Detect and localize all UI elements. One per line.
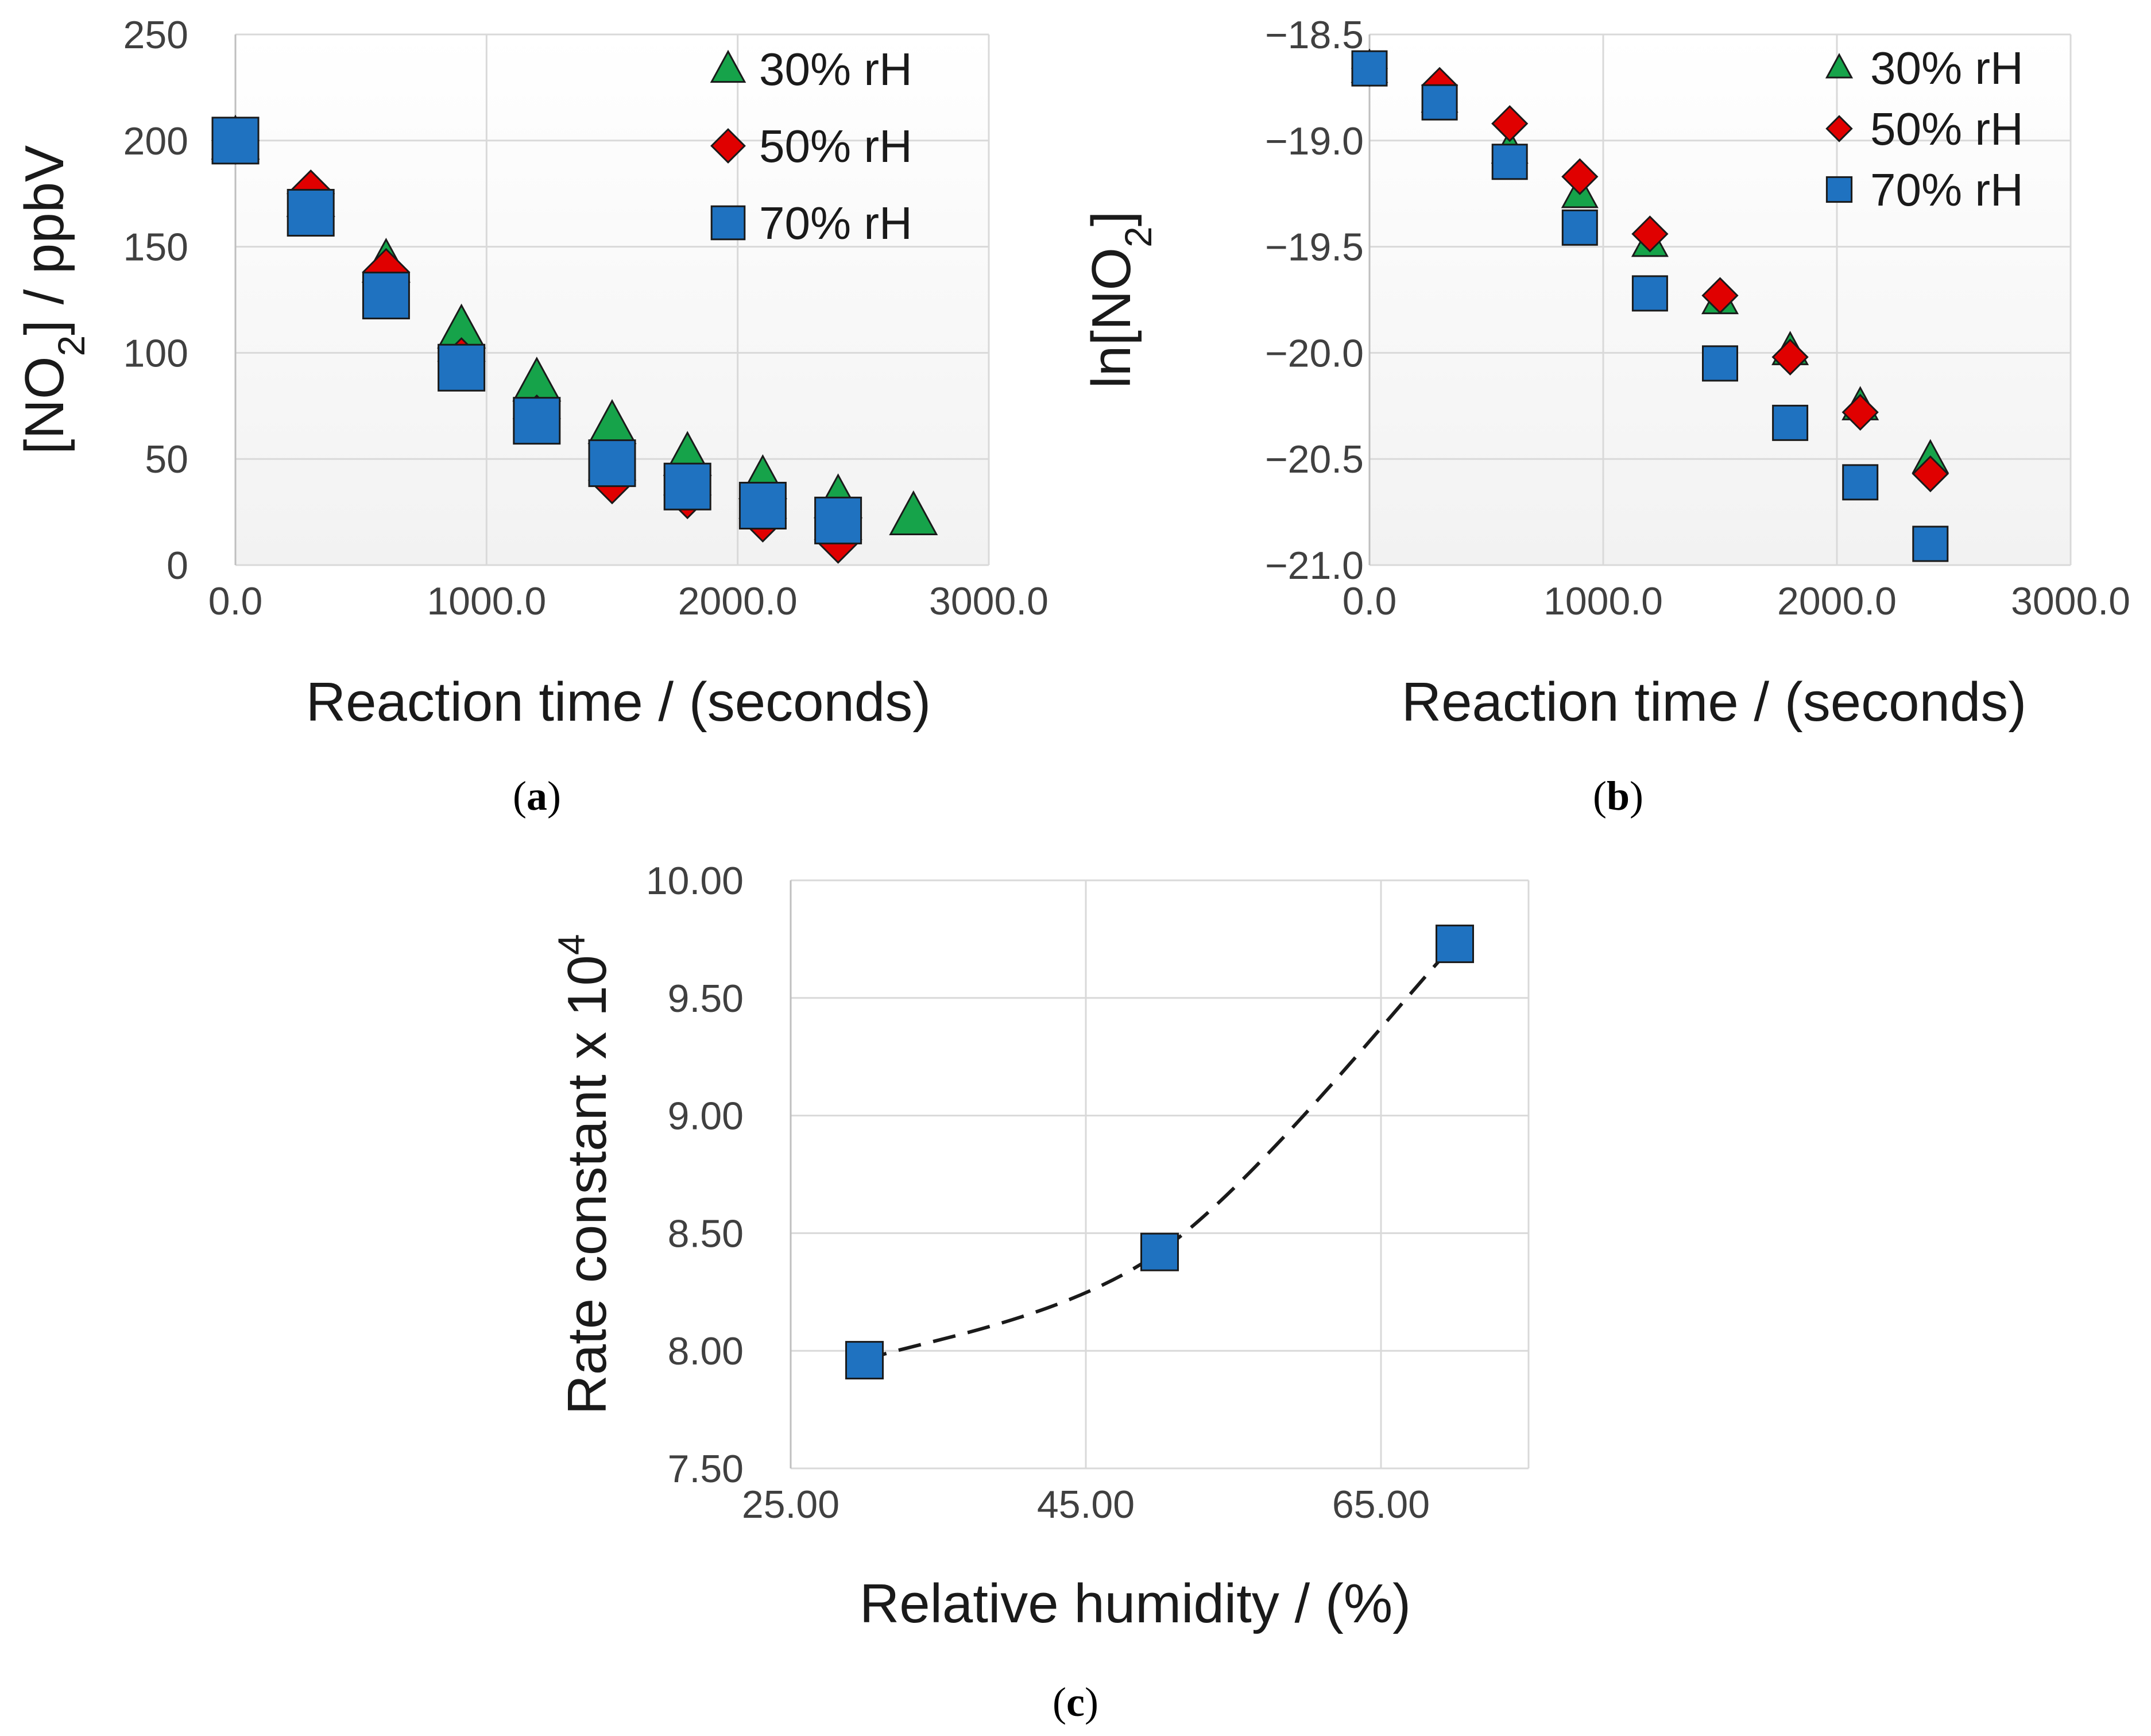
legend-label: 30% rH (1870, 42, 2024, 94)
y-tick-label: −19.0 (1265, 119, 1364, 163)
panel-label-c: (c) (1053, 1679, 1098, 1725)
x-tick-label: 45.00 (1037, 1483, 1135, 1526)
x-tick-label: 1000.0 (427, 579, 546, 623)
legend-marker (710, 128, 746, 164)
y-tick-label: 7.50 (668, 1447, 744, 1491)
data-point (845, 1341, 884, 1380)
legend-label: 50% rH (759, 121, 912, 172)
data-point (1140, 1232, 1179, 1271)
y-tick-label: 8.00 (668, 1329, 744, 1373)
data-point-70-rh (1561, 209, 1598, 246)
y-tick-label: 9.50 (668, 977, 744, 1020)
y-tick-label: −20.5 (1265, 438, 1364, 481)
data-point-70-rh (513, 397, 561, 445)
x-tick-label: 0.0 (208, 579, 263, 623)
y-tick-label: 50 (145, 438, 188, 481)
data-point-70-rh (588, 439, 636, 488)
panel-label-a: (a) (513, 773, 561, 819)
data-point-70-rh (1631, 275, 1668, 312)
x-tick-label: 3000.0 (2011, 579, 2130, 623)
y-axis-title: [NO2] / ppbV (14, 145, 92, 454)
x-tick-label: 3000.0 (929, 579, 1049, 623)
x-tick-label: 2000.0 (1777, 579, 1897, 623)
x-tick-label: 1000.0 (1543, 579, 1663, 623)
y-tick-label: 200 (123, 119, 188, 163)
y-tick-label: 9.00 (668, 1095, 744, 1138)
y-axis-title: ln[NO2] (1081, 211, 1159, 389)
data-point-50-rh (1771, 338, 1809, 376)
legend-marker (710, 205, 746, 241)
x-axis-title: Reaction time / (seconds) (1402, 671, 2026, 733)
x-tick-label: 2000.0 (678, 579, 798, 623)
y-tick-label: −20.0 (1265, 331, 1364, 375)
data-point-70-rh (1912, 525, 1949, 562)
x-tick-label: 0.0 (1343, 579, 1397, 623)
legend-label: 70% rH (1870, 164, 2024, 215)
data-point-70-rh (663, 462, 711, 511)
data-point-50-rh (1912, 455, 1949, 493)
y-axis-title: Rate constant x 104 (550, 934, 618, 1414)
data-point-70-rh (1702, 345, 1738, 382)
data-point (1436, 925, 1474, 964)
data-point-70-rh (814, 496, 862, 544)
data-point-70-rh (287, 188, 335, 237)
y-tick-label: −19.5 (1265, 226, 1364, 269)
legend-marker (1825, 53, 1854, 79)
legend-marker (1825, 115, 1853, 142)
x-axis-title: Reaction time / (seconds) (306, 671, 931, 733)
data-point-50-rh (1491, 105, 1529, 142)
x-tick-label: 65.00 (1332, 1483, 1430, 1526)
data-point-70-rh (1421, 84, 1458, 121)
legend-label: 30% rH (759, 44, 912, 95)
data-point-70-rh (211, 117, 260, 165)
plot-area (791, 880, 1529, 1468)
data-point-70-rh (362, 272, 410, 320)
legend-label: 70% rH (759, 198, 912, 249)
y-tick-label: 10.00 (646, 859, 744, 903)
data-point-70-rh (1351, 50, 1388, 87)
data-point-50-rh (1841, 393, 1879, 431)
data-point-70-rh (1842, 464, 1879, 501)
y-tick-label: 100 (123, 331, 188, 375)
chart-panel-b: −18.5 −19.0 −19.5 −20.0 −20.5 −21.00.0 1000.0 2… (1081, 13, 2130, 733)
data-point-50-rh (1701, 277, 1739, 314)
y-tick-label: −21.0 (1265, 544, 1364, 587)
x-tick-label: 25.00 (742, 1483, 839, 1526)
y-tick-label: 250 (123, 13, 188, 57)
x-axis-title: Relative humidity / (%) (860, 1573, 1411, 1634)
data-point-50-rh (1631, 215, 1669, 253)
y-tick-label: 8.50 (668, 1212, 744, 1255)
y-tick-label: −18.5 (1265, 13, 1364, 57)
y-tick-label: 150 (123, 226, 188, 269)
data-point-30-rh (889, 490, 938, 535)
data-point-50-rh (1561, 158, 1599, 195)
data-point-70-rh (1491, 144, 1528, 180)
data-point-70-rh (738, 482, 787, 530)
legend-marker (1825, 176, 1853, 203)
data-point-70-rh (1772, 404, 1809, 441)
panel-label-b: (b) (1593, 773, 1643, 819)
data-point-70-rh (438, 343, 486, 392)
y-tick-label: 0 (167, 544, 188, 587)
legend-label: 50% rH (1870, 103, 2024, 154)
chart-panel-a: 0 50 100 150 200 250 0.0 1000.0 2000.0 3000.0 Reac… (14, 13, 1049, 733)
legend-marker (710, 49, 746, 83)
